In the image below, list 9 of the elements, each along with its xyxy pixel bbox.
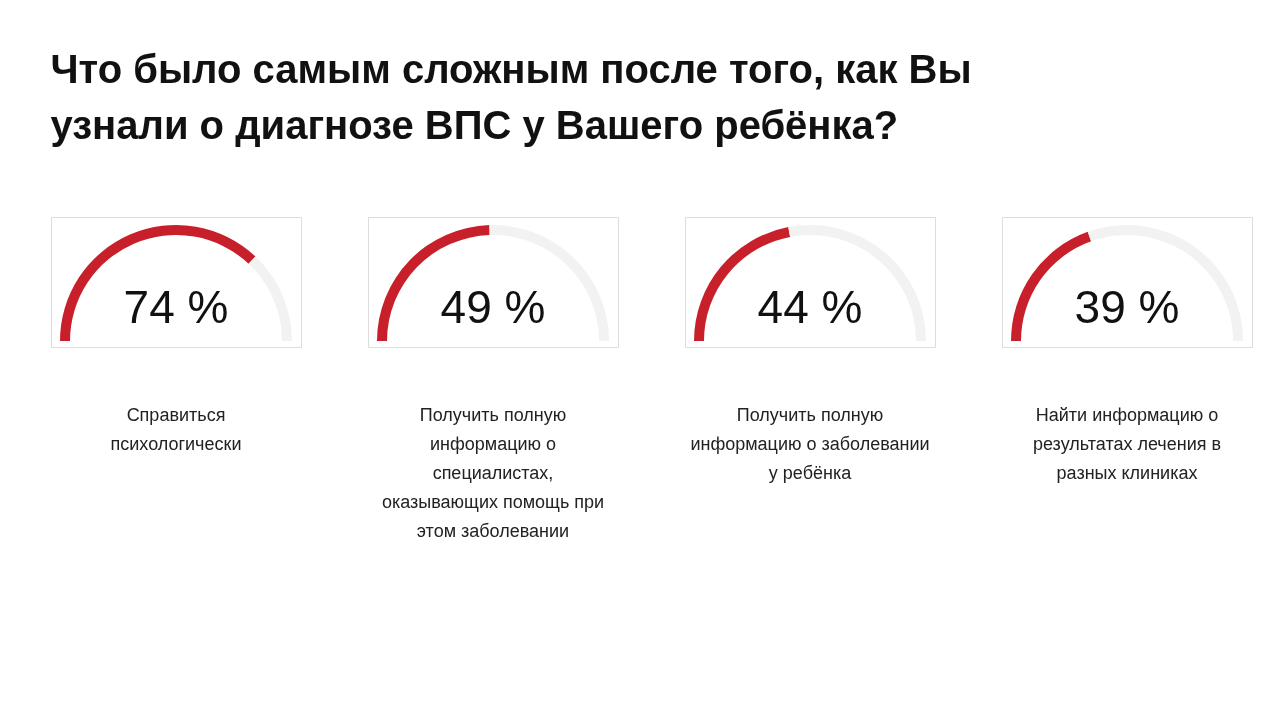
text: Получить полную информацию о специалистах, оказывающих помощь при этом заболевании [381, 405, 605, 541]
text: Справиться психологически [110, 405, 242, 454]
data-label: 39 % [1074, 281, 1180, 333]
data-label: 74 % [123, 281, 229, 333]
text: Что было самым сложным после того, как Вы узнали о диагнозе ВПС у Вашего ребёнка? [50, 46, 972, 147]
text: Получить полную информацию о заболевании у ребёнка [690, 405, 930, 483]
text: Найти информацию о результатах лечения в разных клиниках [1032, 405, 1222, 483]
data-label: 44 % [757, 281, 863, 333]
data-label: 49 % [440, 281, 546, 333]
